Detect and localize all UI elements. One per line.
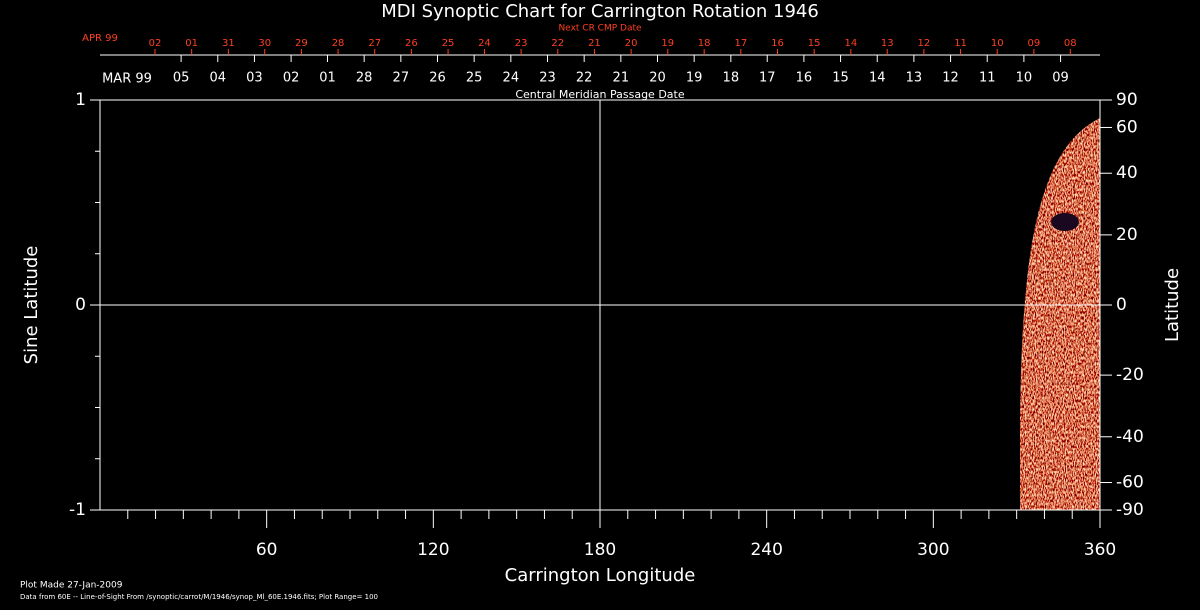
date-label: 31 — [222, 38, 235, 49]
date-label: 15 — [832, 71, 849, 86]
date-label: 17 — [734, 38, 747, 49]
date-label: 25 — [442, 38, 455, 49]
date-label: 11 — [954, 38, 967, 49]
y2-tick-label: -90 — [1116, 500, 1144, 520]
date-label: 26 — [429, 71, 446, 86]
date-label: 19 — [661, 38, 674, 49]
y2-tick-label: -40 — [1116, 427, 1144, 447]
date-label: 23 — [539, 71, 556, 86]
date-label: 18 — [698, 38, 711, 49]
y2-tick-label: -20 — [1116, 365, 1144, 385]
date-label: 17 — [759, 71, 776, 86]
date-label: 18 — [723, 71, 740, 86]
y2-tick-label: -60 — [1116, 473, 1144, 493]
date-label: 19 — [686, 71, 703, 86]
y-tick-label: -1 — [69, 500, 86, 520]
date-label: 20 — [649, 71, 666, 86]
date-label: 21 — [588, 38, 601, 49]
date-label: 25 — [466, 71, 483, 86]
date-label: 23 — [515, 38, 528, 49]
date-label: 10 — [991, 38, 1004, 49]
magnetogram — [1020, 118, 1100, 510]
date-month: APR 99 — [82, 33, 118, 44]
date-label: 08 — [1064, 38, 1077, 49]
magnetogram-pixels — [1020, 118, 1100, 510]
date-label: 16 — [771, 38, 784, 49]
y2-tick-label: 20 — [1116, 225, 1138, 245]
date-label: 01 — [185, 38, 198, 49]
date-label: 12 — [942, 71, 959, 86]
date-label: 01 — [319, 71, 336, 86]
date-label: 26 — [405, 38, 418, 49]
date-label: 29 — [295, 38, 308, 49]
x-tick-label: 60 — [256, 540, 278, 560]
date-label: 12 — [918, 38, 931, 49]
y2-tick-label: 0 — [1116, 295, 1127, 315]
date-label: 11 — [979, 71, 996, 86]
x-tick-label: 300 — [917, 540, 949, 560]
footer-text: Data from 60E -- Line-of-Sight From /syn… — [20, 593, 378, 601]
y2-tick-label: 90 — [1116, 90, 1138, 110]
date-label: 13 — [881, 38, 894, 49]
date-label: 02 — [149, 38, 162, 49]
date-label: 03 — [246, 71, 263, 86]
sunspot — [1051, 213, 1079, 231]
y-axis-label: Sine Latitude — [21, 246, 42, 365]
footer-text: Plot Made 27-Jan-2009 — [20, 581, 123, 591]
date-label: 24 — [503, 71, 520, 86]
date-label: 02 — [283, 71, 300, 86]
date-label: 09 — [1028, 38, 1041, 49]
x-tick-label: 120 — [417, 540, 449, 560]
date-label: 30 — [258, 38, 271, 49]
date-axis-title: Central Meridian Passage Date — [515, 88, 684, 101]
x-tick-label: 240 — [750, 540, 782, 560]
y-tick-label: 0 — [75, 295, 86, 315]
x-tick-label: 180 — [584, 540, 616, 560]
y2-tick-label: 40 — [1116, 163, 1138, 183]
date-axis-title: Next CR CMP Date — [558, 24, 642, 34]
x-axis-label: Carrington Longitude — [505, 565, 696, 586]
y-tick-label: 1 — [75, 90, 86, 110]
y2-tick-label: 60 — [1116, 117, 1138, 137]
date-label: 14 — [844, 38, 857, 49]
date-label: 10 — [1016, 71, 1033, 86]
date-label: 15 — [808, 38, 821, 49]
date-label: 14 — [869, 71, 886, 86]
date-label: 27 — [368, 38, 381, 49]
y2-axis-label: Latitude — [1162, 268, 1183, 342]
x-tick-label: 360 — [1084, 540, 1116, 560]
date-label: 27 — [393, 71, 410, 86]
date-label: 05 — [173, 71, 190, 86]
date-label: 16 — [796, 71, 813, 86]
date-label: 22 — [551, 38, 564, 49]
date-label: 21 — [613, 71, 630, 86]
date-label: 09 — [1052, 71, 1069, 86]
date-month: MAR 99 — [102, 72, 152, 87]
date-label: 13 — [906, 71, 923, 86]
date-label: 20 — [625, 38, 638, 49]
chart-title: MDI Synoptic Chart for Carrington Rotati… — [381, 1, 819, 22]
date-label: 22 — [576, 71, 593, 86]
date-label: 24 — [478, 38, 491, 49]
date-label: 28 — [356, 71, 373, 86]
date-label: 04 — [210, 71, 227, 86]
date-label: 28 — [332, 38, 345, 49]
